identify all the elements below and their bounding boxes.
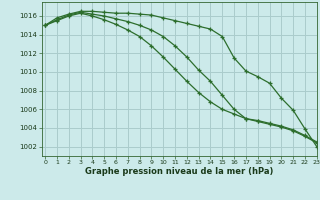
X-axis label: Graphe pression niveau de la mer (hPa): Graphe pression niveau de la mer (hPa) <box>85 167 273 176</box>
